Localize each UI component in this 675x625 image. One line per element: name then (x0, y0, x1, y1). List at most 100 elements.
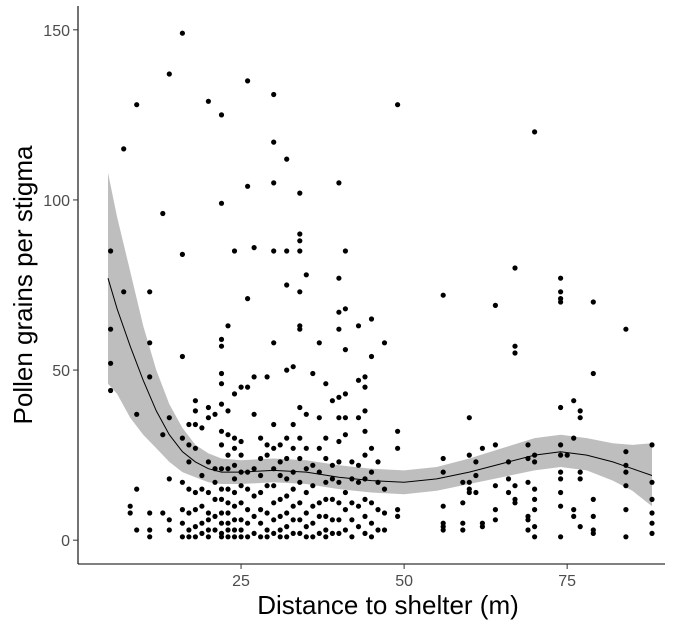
data-point (231, 248, 238, 254)
data-point (342, 248, 348, 254)
data-point (225, 510, 231, 516)
data-point (310, 483, 316, 489)
data-point (440, 292, 446, 298)
data-point (532, 129, 538, 135)
data-point (218, 496, 225, 502)
data-point (558, 534, 564, 540)
data-point (284, 282, 290, 288)
data-point (205, 489, 211, 496)
data-point (310, 520, 316, 526)
data-point (590, 513, 596, 520)
data-point (336, 394, 342, 400)
data-point (473, 459, 479, 465)
data-point (284, 476, 290, 482)
data-point (336, 530, 342, 537)
data-point (558, 299, 564, 305)
data-point (303, 534, 309, 540)
data-point (147, 374, 153, 380)
data-point (368, 445, 375, 451)
data-point (205, 404, 211, 411)
data-point (505, 489, 512, 496)
data-point (218, 428, 225, 434)
data-point (277, 534, 283, 540)
data-point (179, 534, 185, 540)
data-point (225, 527, 231, 533)
data-point (225, 323, 231, 329)
data-point (310, 370, 316, 377)
data-point (564, 452, 570, 458)
confidence-band (108, 172, 652, 507)
data-point (127, 510, 133, 516)
data-point (277, 472, 283, 479)
data-point (558, 452, 564, 458)
data-point (473, 489, 479, 496)
data-point (199, 503, 205, 509)
data-point (245, 78, 251, 84)
data-point (297, 248, 303, 254)
data-point (349, 500, 355, 506)
data-point (460, 520, 466, 526)
data-point (218, 381, 225, 387)
data-point (160, 210, 166, 217)
data-point (218, 401, 225, 407)
data-point (590, 496, 596, 502)
data-point (525, 517, 531, 523)
data-point (512, 350, 518, 356)
data-point (264, 452, 270, 458)
data-point (264, 510, 270, 516)
data-point (147, 510, 153, 516)
data-point (290, 469, 296, 475)
data-point (264, 534, 270, 540)
data-point (160, 510, 166, 516)
data-point (558, 489, 564, 496)
data-point (342, 391, 348, 397)
data-point (623, 483, 629, 489)
data-point (336, 517, 342, 523)
data-point (134, 411, 140, 417)
data-point (505, 476, 512, 482)
data-point (316, 513, 322, 520)
data-point (199, 486, 205, 492)
data-point (225, 452, 231, 458)
data-point (238, 534, 244, 540)
data-point (271, 517, 277, 523)
data-point (440, 455, 446, 462)
smooth-line-layer (107, 278, 653, 483)
data-point (440, 503, 446, 509)
data-point (290, 503, 296, 509)
data-point (199, 425, 205, 431)
data-point (166, 415, 172, 421)
data-point (336, 479, 342, 485)
data-point (238, 527, 244, 533)
data-point (108, 387, 114, 394)
data-point (492, 302, 498, 308)
data-point (558, 503, 564, 509)
data-point (297, 404, 303, 411)
data-point (355, 323, 362, 329)
data-point (258, 472, 264, 479)
data-point (290, 445, 296, 451)
data-point (532, 486, 538, 492)
data-point (316, 445, 322, 451)
data-point (558, 442, 564, 448)
data-point (649, 510, 655, 516)
data-point (571, 513, 577, 520)
data-point (381, 486, 388, 492)
data-point (284, 524, 290, 530)
data-point (231, 489, 238, 496)
data-point (297, 517, 303, 523)
data-point (218, 534, 225, 540)
data-point (368, 534, 375, 540)
data-point (238, 500, 244, 506)
data-point (323, 479, 329, 485)
data-point (532, 459, 538, 465)
data-point (349, 459, 355, 465)
data-point (127, 503, 133, 509)
data-point (368, 520, 375, 526)
data-point (225, 408, 231, 414)
data-point (512, 483, 518, 489)
data-point (238, 438, 244, 445)
y-tick-label: 150 (43, 23, 70, 40)
data-point (368, 500, 375, 506)
